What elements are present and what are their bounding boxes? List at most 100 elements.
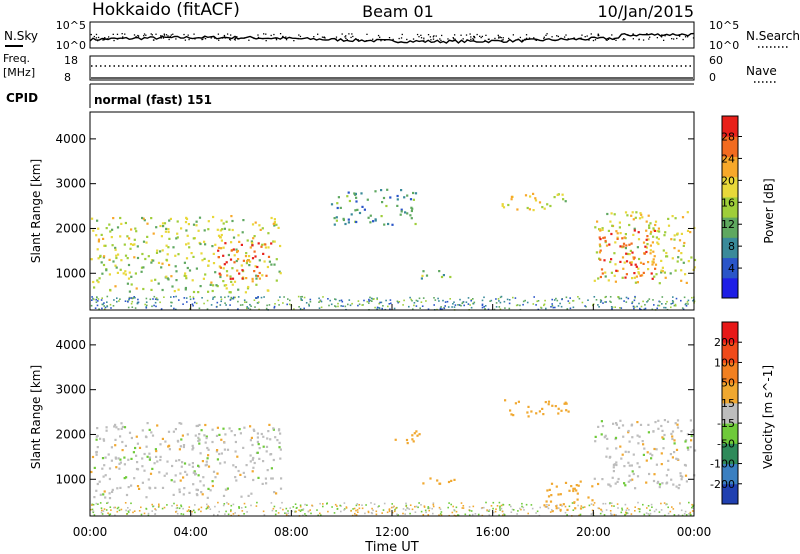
range-cell — [642, 262, 645, 265]
range-cell — [272, 427, 275, 430]
range-cell — [160, 266, 163, 269]
range-cell — [222, 246, 225, 249]
range-cell — [90, 508, 92, 511]
range-cell — [105, 227, 108, 230]
range-cell — [411, 438, 414, 441]
range-cell — [671, 437, 674, 441]
range-cell — [625, 301, 628, 303]
range-cell — [421, 305, 424, 307]
range-cell — [224, 296, 226, 299]
range-cell — [229, 258, 233, 261]
range-cell — [101, 297, 103, 299]
range-cell — [275, 223, 278, 226]
range-cell — [154, 448, 157, 451]
range-cell — [558, 507, 560, 509]
range-cell — [176, 504, 178, 507]
range-cell — [633, 299, 636, 302]
range-cell — [205, 463, 208, 466]
range-cell — [671, 302, 674, 305]
range-cell — [270, 477, 273, 480]
noise-search-point — [501, 39, 503, 41]
range-cell — [576, 498, 579, 501]
range-cell — [645, 229, 648, 232]
range-cell — [182, 303, 184, 305]
range-cell — [116, 297, 118, 299]
noise-search-point — [210, 37, 212, 39]
range-cell — [92, 510, 95, 512]
noise-search-point — [212, 36, 214, 38]
range-cell — [105, 426, 108, 429]
range-cell — [516, 208, 519, 211]
range-cell — [234, 450, 237, 453]
colorbar-segment — [722, 196, 738, 218]
noise-search-point — [401, 33, 403, 36]
range-cell — [300, 296, 302, 298]
range-cell — [601, 228, 604, 231]
range-cell — [114, 444, 117, 447]
range-cell — [659, 301, 661, 303]
noise-search-point — [406, 38, 408, 41]
range-cell — [119, 298, 121, 300]
range-cell — [285, 514, 288, 516]
range-cell — [380, 215, 383, 218]
range-cell — [190, 513, 193, 515]
range-cell — [245, 262, 248, 265]
range-cell — [441, 308, 443, 310]
noise-search-point — [398, 37, 400, 40]
noise-search-point — [469, 33, 471, 35]
range-cell — [176, 439, 179, 442]
range-cell — [577, 484, 580, 487]
range-cell — [222, 222, 225, 225]
range-cell — [152, 505, 154, 508]
range-cell — [192, 471, 195, 474]
range-cell — [220, 296, 222, 298]
range-cell — [207, 465, 211, 468]
noise-right-label: N.Search — [746, 29, 800, 43]
range-cell — [220, 233, 223, 237]
range-cell — [123, 477, 126, 480]
range-cell — [249, 454, 252, 457]
range-cell — [114, 514, 116, 517]
range-cell — [447, 506, 449, 509]
range-cell — [622, 245, 625, 248]
range-cell — [254, 255, 257, 258]
range-cell — [625, 244, 628, 247]
range-cell — [495, 508, 497, 510]
range-cell — [341, 300, 344, 303]
range-cell — [677, 514, 680, 516]
range-cell — [148, 458, 151, 461]
range-cell — [689, 513, 692, 516]
range-cell — [405, 502, 407, 505]
range-cell — [273, 505, 276, 508]
range-cell — [685, 281, 688, 284]
range-cell — [427, 507, 429, 510]
noise-search-point — [622, 39, 624, 41]
range-cell — [237, 288, 240, 291]
range-cell — [656, 230, 659, 233]
range-cell — [217, 501, 219, 504]
range-cell — [618, 297, 621, 300]
range-cell — [216, 228, 219, 231]
range-cell — [382, 509, 385, 511]
range-cell — [335, 305, 337, 308]
range-cell — [492, 507, 494, 510]
range-cell — [148, 452, 151, 455]
range-cell — [412, 308, 414, 310]
range-cell — [220, 300, 222, 303]
noise-search-point — [143, 35, 145, 37]
noise-search-point — [229, 39, 232, 41]
range-cell — [675, 297, 678, 300]
range-cell — [175, 459, 178, 462]
range-cell — [146, 235, 149, 238]
range-cell — [623, 465, 626, 468]
range-cell — [252, 456, 255, 460]
range-cell — [465, 301, 468, 303]
range-cell — [692, 429, 695, 432]
noise-search-point — [502, 39, 504, 41]
colorbar-segment — [722, 463, 738, 485]
range-cell — [414, 222, 417, 226]
range-cell — [376, 308, 378, 310]
range-cell — [675, 457, 678, 460]
range-cell — [211, 440, 214, 444]
